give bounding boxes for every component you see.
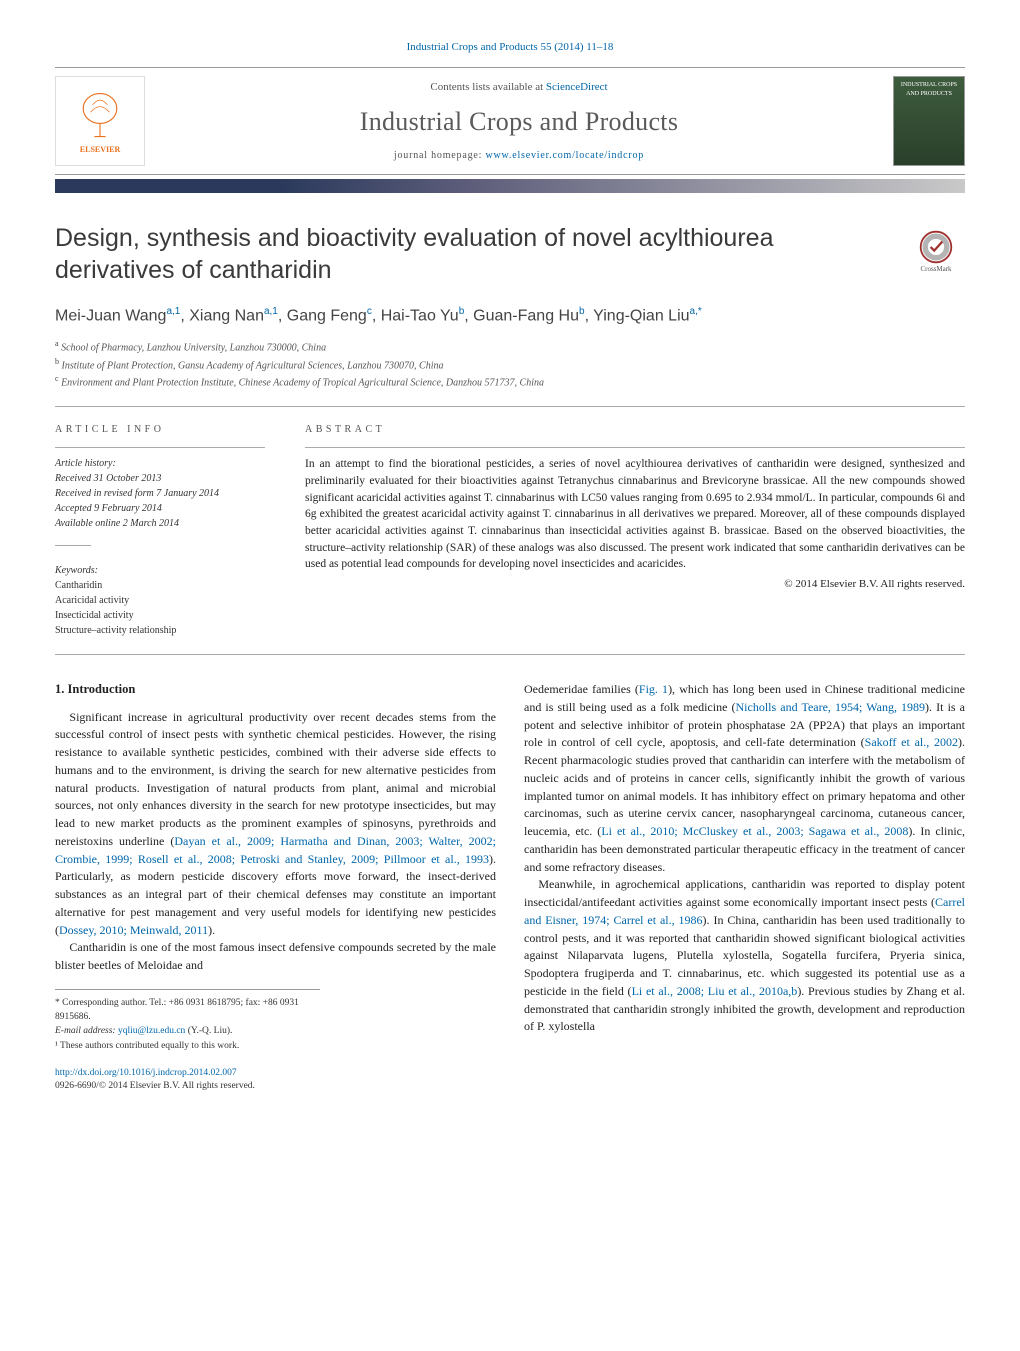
keywords-label: Keywords: bbox=[55, 564, 265, 578]
column-right: Oedemeridae families (Fig. 1), which has… bbox=[524, 681, 965, 1053]
homepage-line: journal homepage: www.elsevier.com/locat… bbox=[159, 149, 879, 163]
issn-copyright: 0926-6690/© 2014 Elsevier B.V. All right… bbox=[55, 1080, 965, 1093]
divider bbox=[55, 447, 265, 448]
email-link[interactable]: yqliu@lzu.edu.cn bbox=[118, 1026, 185, 1036]
keyword: Insecticidal activity bbox=[55, 608, 265, 623]
column-left: 1. Introduction Significant increase in … bbox=[55, 681, 496, 1053]
citation-link[interactable]: Sakoff et al., 2002 bbox=[865, 735, 958, 749]
doi-link[interactable]: http://dx.doi.org/10.1016/j.indcrop.2014… bbox=[55, 1068, 237, 1078]
section-heading-introduction: 1. Introduction bbox=[55, 681, 496, 699]
journal-name: Industrial Crops and Products bbox=[159, 104, 879, 140]
citation-link[interactable]: Li et al., 2008; Liu et al., 2010a,b bbox=[632, 984, 798, 998]
citation-link[interactable]: Li et al., 2010; McCluskey et al., 2003;… bbox=[601, 824, 908, 838]
abstract-copyright: © 2014 Elsevier B.V. All rights reserved… bbox=[305, 577, 965, 592]
author-list: Mei-Juan Wanga,1, Xiang Nana,1, Gang Fen… bbox=[55, 304, 965, 328]
cover-title: INDUSTRIAL CROPS AND PRODUCTS bbox=[898, 81, 960, 98]
article-history: Article history: Received 31 October 201… bbox=[55, 456, 265, 531]
keywords-list: Cantharidin Acaricidal activity Insectic… bbox=[55, 578, 265, 638]
abstract-text: In an attempt to find the biorational pe… bbox=[305, 456, 965, 573]
paragraph: Oedemeridae families (Fig. 1), which has… bbox=[524, 681, 965, 876]
history-accepted: Accepted 9 February 2014 bbox=[55, 501, 265, 516]
footnotes: * Corresponding author. Tel.: +86 0931 8… bbox=[55, 989, 320, 1053]
journal-homepage-link[interactable]: www.elsevier.com/locate/indcrop bbox=[486, 150, 645, 161]
article-title: Design, synthesis and bioactivity evalua… bbox=[55, 223, 887, 286]
divider bbox=[55, 406, 965, 407]
email-line: E-mail address: yqliu@lzu.edu.cn (Y.-Q. … bbox=[55, 1024, 320, 1038]
article-info-label: ARTICLE INFO bbox=[55, 423, 265, 437]
history-label: Article history: bbox=[55, 456, 265, 471]
gradient-divider bbox=[55, 179, 965, 193]
paragraph: Significant increase in agricultural pro… bbox=[55, 709, 496, 940]
history-received: Received 31 October 2013 bbox=[55, 471, 265, 486]
journal-cover-thumbnail: INDUSTRIAL CROPS AND PRODUCTS bbox=[893, 76, 965, 166]
homepage-prefix: journal homepage: bbox=[394, 150, 486, 161]
corresponding-author-note: * Corresponding author. Tel.: +86 0931 8… bbox=[55, 996, 320, 1025]
sciencedirect-link[interactable]: ScienceDirect bbox=[546, 81, 608, 93]
elsevier-tree-icon bbox=[72, 88, 128, 144]
figure-link[interactable]: Fig. 1 bbox=[639, 682, 668, 696]
citation-link[interactable]: Dossey, 2010; Meinwald, 2011 bbox=[59, 923, 208, 937]
elsevier-label: ELSEVIER bbox=[80, 144, 120, 155]
paragraph: Cantharidin is one of the most famous in… bbox=[55, 939, 496, 975]
affiliation-a: a School of Pharmacy, Lanzhou University… bbox=[55, 338, 965, 355]
paragraph: Meanwhile, in agrochemical applications,… bbox=[524, 876, 965, 1036]
contents-prefix: Contents lists available at bbox=[430, 81, 545, 93]
running-head: Industrial Crops and Products 55 (2014) … bbox=[55, 40, 965, 55]
citation-link[interactable]: Nicholls and Teare, 1954; Wang, 1989 bbox=[736, 700, 926, 714]
equal-contribution-note: ¹ These authors contributed equally to t… bbox=[55, 1039, 320, 1053]
affiliations: a School of Pharmacy, Lanzhou University… bbox=[55, 338, 965, 390]
elsevier-logo: ELSEVIER bbox=[55, 76, 145, 166]
abstract-label: ABSTRACT bbox=[305, 423, 965, 437]
contents-available-line: Contents lists available at ScienceDirec… bbox=[159, 80, 879, 95]
history-revised: Received in revised form 7 January 2014 bbox=[55, 486, 265, 501]
affiliation-c: c Environment and Plant Protection Insti… bbox=[55, 373, 965, 390]
divider bbox=[305, 447, 965, 448]
crossmark-icon bbox=[918, 229, 954, 265]
keyword: Acaricidal activity bbox=[55, 593, 265, 608]
history-online: Available online 2 March 2014 bbox=[55, 516, 265, 531]
divider bbox=[55, 545, 91, 546]
body-two-column: 1. Introduction Significant increase in … bbox=[55, 681, 965, 1053]
crossmark-badge[interactable]: CrossMark bbox=[907, 223, 965, 281]
doi-block: http://dx.doi.org/10.1016/j.indcrop.2014… bbox=[55, 1067, 965, 1094]
keyword: Structure–activity relationship bbox=[55, 623, 265, 638]
affiliation-b: b Institute of Plant Protection, Gansu A… bbox=[55, 356, 965, 373]
keyword: Cantharidin bbox=[55, 578, 265, 593]
masthead: ELSEVIER Contents lists available at Sci… bbox=[55, 67, 965, 175]
crossmark-label: CrossMark bbox=[920, 265, 951, 275]
divider bbox=[55, 654, 965, 655]
